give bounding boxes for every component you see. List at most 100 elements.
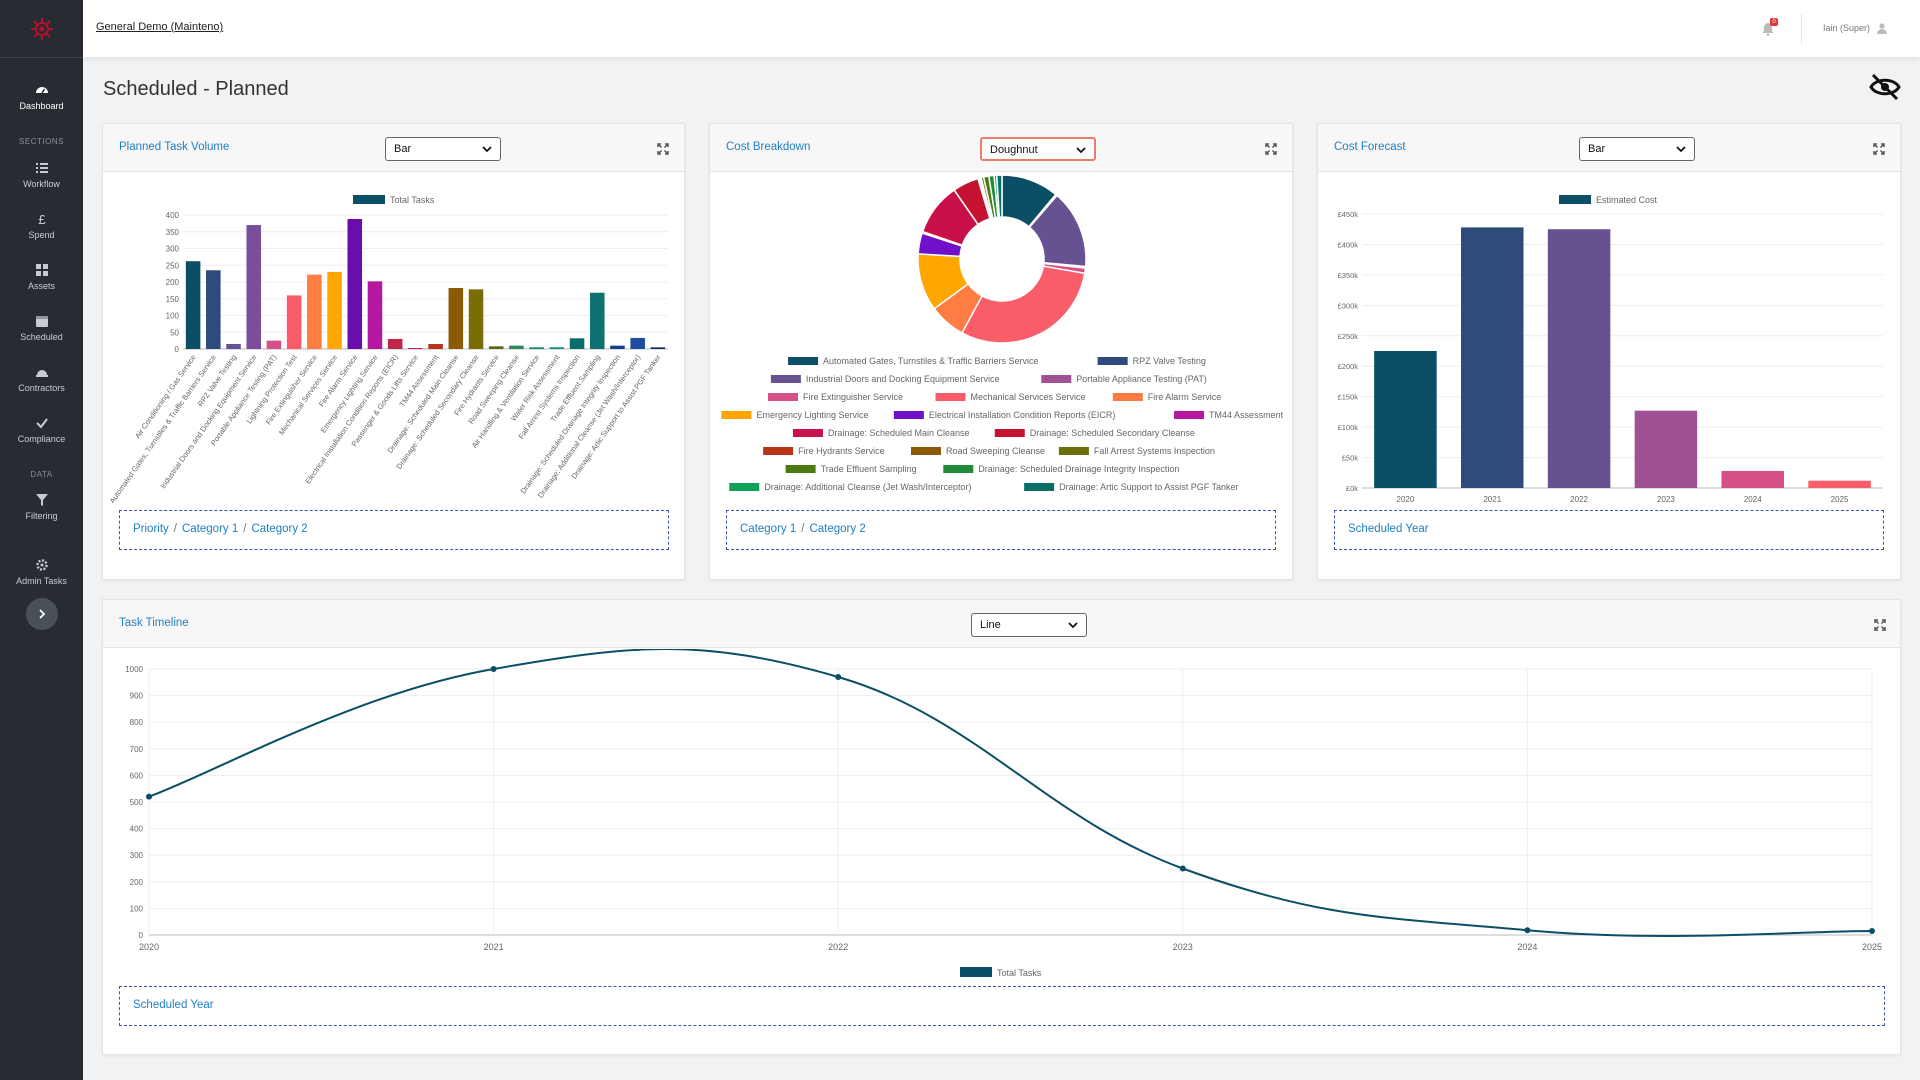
sidebar-item-contractors[interactable]: Contractors [0, 365, 83, 393]
sidebar-item-dashboard[interactable]: Dashboard [0, 83, 83, 111]
hardhat-icon [35, 370, 48, 377]
sidebar-item-label: Admin Tasks [16, 576, 67, 586]
crumb-scheduled-year[interactable]: Scheduled Year [1348, 523, 1429, 535]
user-menu[interactable]: Iain (Super) [1823, 22, 1888, 34]
sidebar-expand-button[interactable] [26, 598, 58, 630]
expand-icon[interactable] [1873, 143, 1885, 155]
brand-logo[interactable] [0, 0, 83, 58]
sidebar-item-compliance[interactable]: Compliance [0, 416, 83, 444]
drilldown-breadcrumb: Scheduled Year [119, 986, 1885, 1026]
sidebar-item-admin-tasks[interactable]: Admin Tasks [0, 558, 83, 586]
sidebar-item-filtering[interactable]: Filtering [0, 493, 83, 521]
x-tick-label: 2020 [139, 942, 159, 952]
toggle-visibility-button[interactable] [1868, 72, 1902, 102]
legend-swatch [1174, 411, 1205, 419]
card-header: Cost Forecast Bar [1318, 124, 1900, 172]
expand-icon[interactable] [1874, 619, 1886, 631]
data-point [146, 793, 152, 800]
legend-label: Fall Arrest Systems Inspection [1094, 446, 1215, 456]
crumb-category-1[interactable]: Category 1 [740, 523, 797, 535]
crumb-category-1[interactable]: Category 1 [181, 523, 239, 535]
sidebar-item-label: Scheduled [20, 332, 63, 342]
y-tick-label: 1000 [125, 665, 143, 674]
select-value: Bar [394, 143, 412, 155]
legend-label: Road Sweeping Cleanse [946, 446, 1045, 456]
crumb-priority[interactable]: Priority [133, 523, 169, 535]
organisation-link[interactable]: General Demo (Mainteno) [96, 21, 224, 33]
data-point [1524, 927, 1531, 934]
y-tick-label: £200k [1338, 362, 1359, 371]
crumb-category-2[interactable]: Category 2 [251, 523, 308, 535]
select-value: Doughnut [990, 144, 1038, 156]
legend-swatch [763, 447, 794, 455]
y-tick-label: 500 [130, 798, 144, 807]
legend-swatch [935, 393, 966, 401]
legend-label: Fire Extinguisher Service [803, 392, 903, 402]
grid-icon [35, 264, 48, 276]
y-tick-label: 900 [130, 692, 144, 701]
card-title[interactable]: Planned Task Volume [119, 141, 230, 153]
chart-type-select[interactable]: Line [971, 613, 1087, 637]
card-title[interactable]: Cost Breakdown [726, 141, 811, 153]
x-tick-label: 2025 [1862, 942, 1882, 952]
bar [549, 347, 565, 349]
cost-breakdown-card: Cost Breakdown Doughnut Automated Gates,… [709, 123, 1293, 580]
sidebar-item-assets[interactable]: Assets [0, 263, 83, 291]
legend-label: Drainage: Scheduled Secondary Cleanse [1030, 428, 1195, 438]
drilldown-breadcrumb: Priority / Category 1 / Category 2 [119, 510, 669, 550]
y-tick-label: 600 [130, 771, 144, 780]
legend-label: Drainage: Additional Cleanse (Jet Wash/I… [764, 482, 971, 492]
legend-swatch [1041, 375, 1072, 383]
check-icon [35, 418, 48, 429]
bar [468, 289, 484, 349]
legend-label: Total Tasks [390, 195, 435, 205]
planned-task-volume-card: Planned Task Volume Bar Total Tasks 0 50 10… [102, 123, 685, 580]
sidebar-item-spend[interactable]: £ Spend [0, 212, 83, 240]
legend-swatch [1058, 447, 1089, 455]
legend-label: Estimated Cost [1596, 195, 1658, 205]
svg-text:£: £ [38, 212, 46, 226]
chart-type-select[interactable]: Doughnut [980, 137, 1096, 161]
sidebar-item-label: Workflow [23, 179, 60, 189]
legend-label: Drainage: Artic Support to Assist PGF Ta… [1059, 482, 1238, 492]
filter-icon [35, 494, 48, 506]
crumb-category-2[interactable]: Category 2 [809, 523, 866, 535]
series-line [148, 649, 1873, 937]
legend-swatch [893, 411, 924, 419]
notification-count-badge: 0 [1770, 18, 1778, 26]
sidebar-item-label: Filtering [25, 511, 58, 521]
notifications-button[interactable]: 0 [1761, 18, 1779, 38]
card-title[interactable]: Cost Forecast [1334, 141, 1406, 153]
card-title[interactable]: Task Timeline [119, 617, 189, 629]
bar [387, 338, 403, 349]
bar [185, 261, 201, 349]
chevron-down-icon [1068, 622, 1078, 629]
legend-label: Electrical Installation Condition Report… [929, 410, 1116, 420]
legend-label: Fire Hydrants Service [798, 446, 885, 456]
calendar-icon [35, 316, 48, 327]
expand-icon[interactable] [657, 143, 669, 155]
bar [1634, 410, 1698, 488]
eye-slash-icon [1869, 73, 1901, 101]
legend-swatch [729, 483, 760, 491]
data-point [1179, 865, 1186, 872]
y-tick-label: £350k [1338, 271, 1359, 280]
sidebar-item-scheduled[interactable]: Scheduled [0, 314, 83, 342]
y-tick-label: £300k [1338, 301, 1359, 310]
sidebar-section-label: DATA [30, 470, 53, 479]
x-tick-label: 2021 [1483, 495, 1501, 503]
bar [367, 281, 383, 349]
bar [266, 340, 282, 349]
bar [307, 274, 322, 349]
legend-label: RPZ Valve Testing [1133, 356, 1206, 366]
chevron-down-icon [482, 146, 492, 153]
bar [1547, 229, 1611, 488]
y-tick-label: 200 [166, 278, 180, 287]
chart-type-select[interactable]: Bar [385, 137, 501, 161]
crumb-scheduled-year[interactable]: Scheduled Year [133, 999, 214, 1011]
sidebar-item-workflow[interactable]: Workflow [0, 161, 83, 189]
expand-icon[interactable] [1265, 143, 1277, 155]
chart-type-select[interactable]: Bar [1579, 137, 1695, 161]
y-tick-label: 200 [130, 878, 144, 887]
card-header: Task Timeline Line [103, 600, 1900, 648]
